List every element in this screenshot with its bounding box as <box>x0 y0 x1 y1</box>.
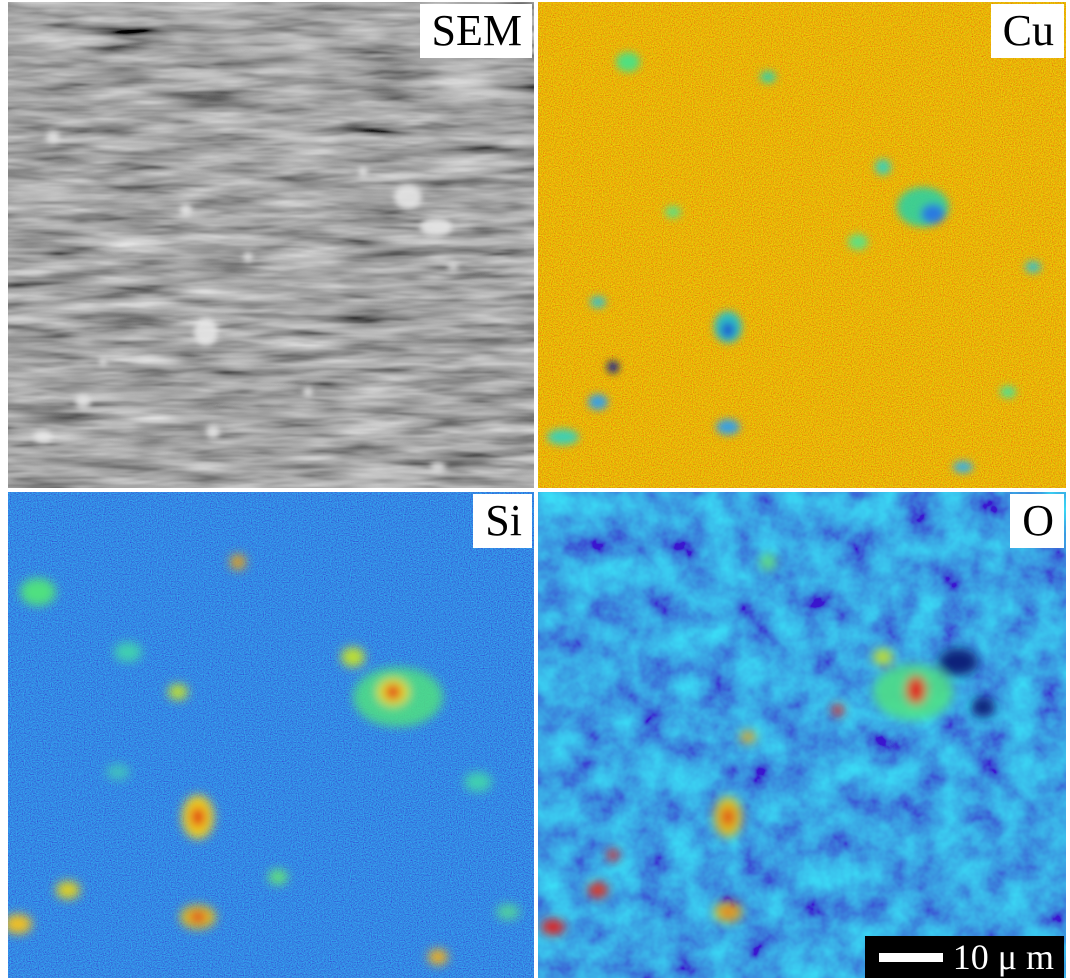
cu-depleted-zones <box>547 52 1041 473</box>
si-rich-zones <box>8 554 520 965</box>
o-map-image <box>538 492 1066 978</box>
o-rich-zones <box>541 554 995 935</box>
o-map-panel: O 10 μ m <box>538 492 1066 978</box>
cu-label: Cu <box>990 4 1064 58</box>
si-label: Si <box>473 494 532 548</box>
cu-map-panel: Cu <box>538 2 1066 488</box>
sem-particles <box>34 131 459 472</box>
si-map-panel: Si <box>8 492 534 978</box>
eds-mapping-figure: SEM <box>8 2 1066 978</box>
sem-panel: SEM <box>8 2 534 488</box>
scale-bar-line <box>878 952 943 962</box>
sem-image <box>8 2 534 488</box>
sem-label: SEM <box>419 4 532 58</box>
o-label: O <box>1010 494 1064 548</box>
scale-bar-text: 10 μ m <box>952 937 1054 977</box>
si-map-image <box>8 492 534 978</box>
cu-map-image <box>538 2 1066 488</box>
scale-bar: 10 μ m <box>864 936 1064 978</box>
